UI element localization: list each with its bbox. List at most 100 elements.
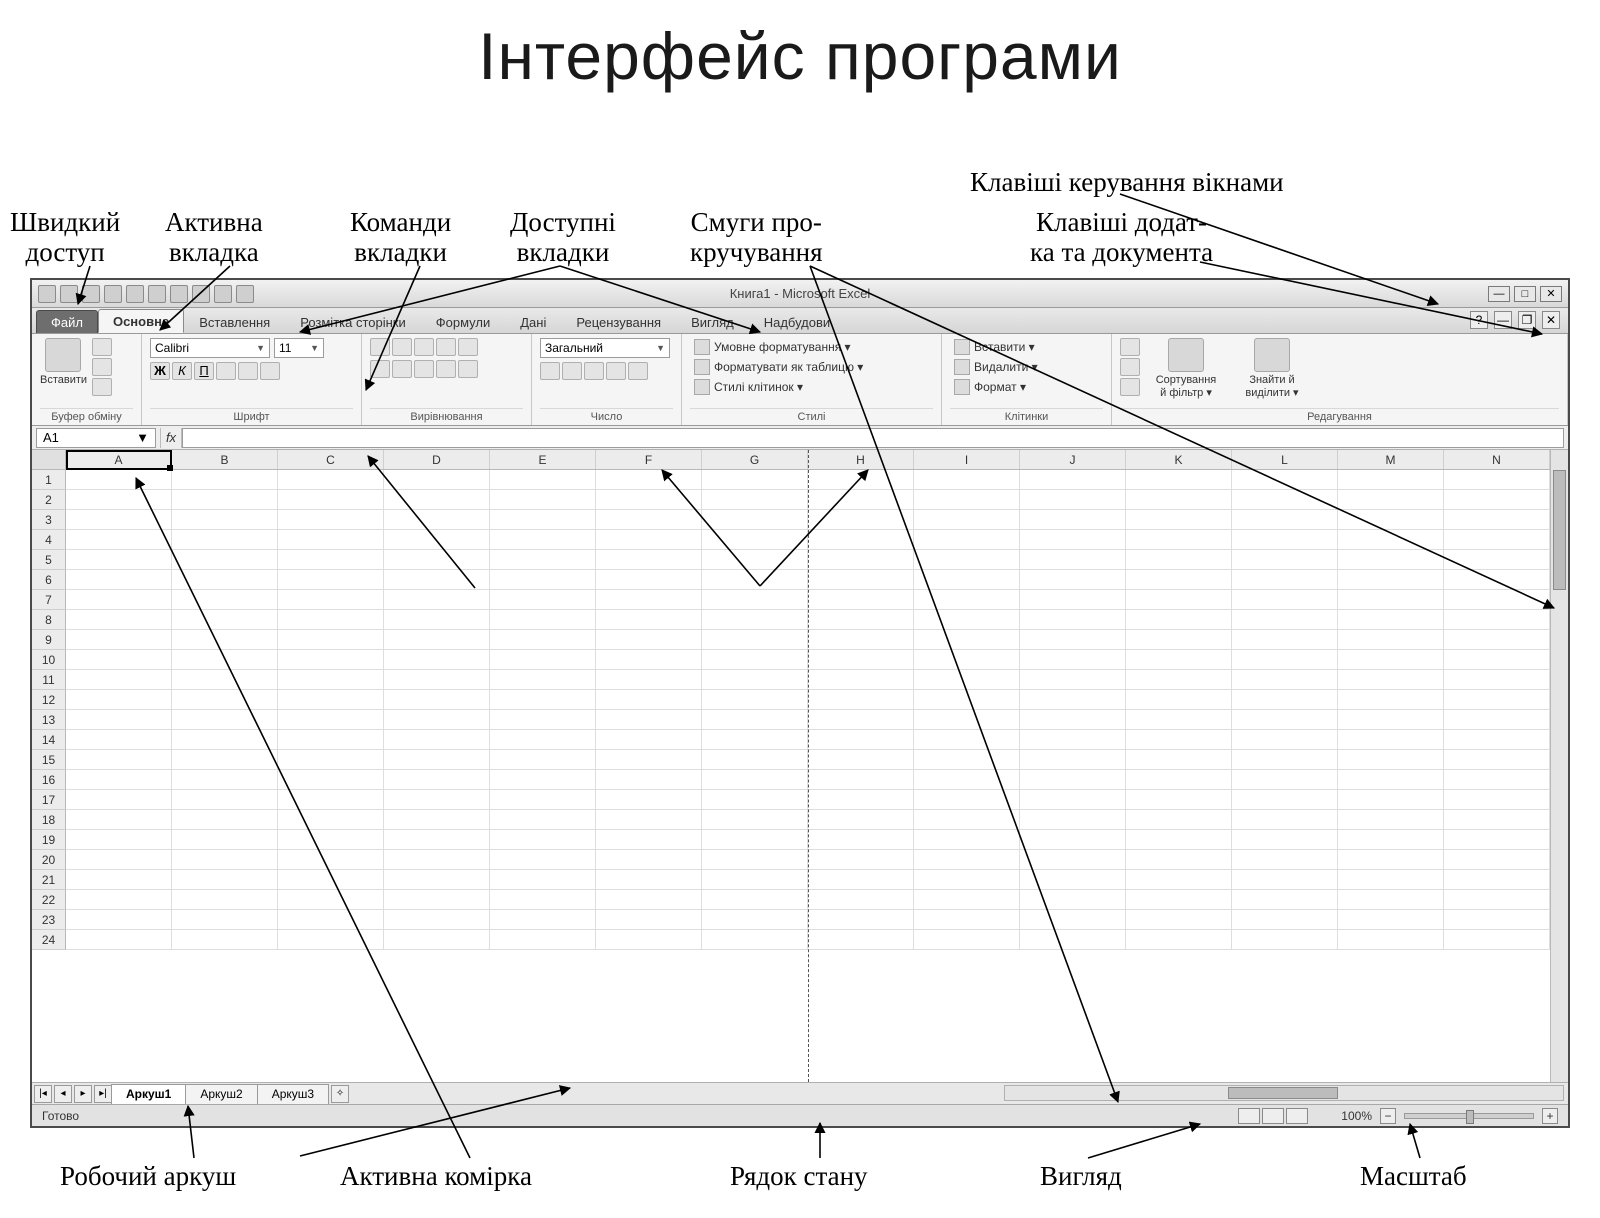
cell[interactable] (1444, 630, 1550, 650)
row-header[interactable]: 13 (32, 710, 66, 730)
align-btn[interactable] (370, 338, 390, 356)
cell[interactable] (808, 590, 914, 610)
cell[interactable] (1444, 710, 1550, 730)
row-header[interactable]: 20 (32, 850, 66, 870)
row-header[interactable]: 16 (32, 770, 66, 790)
cell[interactable] (808, 550, 914, 570)
clear-button[interactable] (1120, 378, 1140, 396)
cell[interactable] (66, 710, 172, 730)
cell[interactable] (66, 610, 172, 630)
cell[interactable] (1444, 790, 1550, 810)
cell[interactable] (1020, 770, 1126, 790)
doc-minimize-button[interactable]: — (1494, 311, 1512, 329)
cell[interactable] (914, 930, 1020, 950)
cut-button[interactable] (92, 338, 112, 356)
qat-icon[interactable] (38, 285, 56, 303)
cell[interactable] (384, 590, 490, 610)
align-btn[interactable] (436, 360, 456, 378)
conditional-formatting-button[interactable]: Умовне форматування ▾ (690, 338, 855, 356)
cell[interactable] (172, 710, 278, 730)
cell[interactable] (66, 890, 172, 910)
cell[interactable] (66, 730, 172, 750)
tab-home[interactable]: Основне (98, 309, 184, 333)
cell[interactable] (1020, 830, 1126, 850)
cell[interactable] (808, 650, 914, 670)
cell[interactable] (66, 470, 172, 490)
cell[interactable] (1126, 470, 1232, 490)
cell[interactable] (596, 490, 702, 510)
cell[interactable] (1020, 590, 1126, 610)
cell[interactable] (596, 890, 702, 910)
cell[interactable] (1338, 630, 1444, 650)
cell[interactable] (66, 590, 172, 610)
cell[interactable] (1020, 870, 1126, 890)
cell[interactable] (490, 530, 596, 550)
cell[interactable] (1444, 670, 1550, 690)
cell[interactable] (1444, 650, 1550, 670)
fill-color-button[interactable] (238, 362, 258, 380)
row-header[interactable]: 4 (32, 530, 66, 550)
cell[interactable] (596, 710, 702, 730)
cell[interactable] (172, 490, 278, 510)
cell[interactable] (1126, 730, 1232, 750)
cell[interactable] (1338, 790, 1444, 810)
find-select-button[interactable]: Знайти й виділити ▾ (1232, 338, 1312, 399)
cell[interactable] (1444, 890, 1550, 910)
cell[interactable] (914, 530, 1020, 550)
row-header[interactable]: 10 (32, 650, 66, 670)
cell[interactable] (278, 750, 384, 770)
italic-button[interactable]: К (172, 362, 192, 380)
bold-button[interactable]: Ж (150, 362, 170, 380)
cell[interactable] (1444, 810, 1550, 830)
format-as-table-button[interactable]: Форматувати як таблицю ▾ (690, 358, 867, 376)
cell[interactable] (596, 610, 702, 630)
cell[interactable] (1126, 590, 1232, 610)
cell[interactable] (1126, 530, 1232, 550)
cell[interactable] (1126, 630, 1232, 650)
cell[interactable] (914, 890, 1020, 910)
cell[interactable] (490, 490, 596, 510)
cell[interactable] (596, 530, 702, 550)
sheet-tab[interactable]: Аркуш2 (185, 1084, 257, 1104)
cell[interactable] (702, 830, 808, 850)
num-btn[interactable] (606, 362, 626, 380)
qat-icon[interactable] (126, 285, 144, 303)
cell[interactable] (1338, 910, 1444, 930)
cell[interactable] (278, 570, 384, 590)
row-header[interactable]: 3 (32, 510, 66, 530)
qat-icon[interactable] (148, 285, 166, 303)
cell[interactable] (596, 570, 702, 590)
cell[interactable] (384, 610, 490, 630)
cell[interactable] (1020, 710, 1126, 730)
cell[interactable] (172, 790, 278, 810)
cell[interactable] (914, 550, 1020, 570)
cell[interactable] (1338, 610, 1444, 630)
cell[interactable] (1126, 650, 1232, 670)
cell[interactable] (1232, 570, 1338, 590)
cell[interactable] (66, 770, 172, 790)
column-header[interactable]: J (1020, 450, 1126, 469)
cell[interactable] (914, 650, 1020, 670)
tab-layout[interactable]: Розмітка сторінки (285, 310, 421, 333)
cell[interactable] (1232, 650, 1338, 670)
formula-input[interactable] (182, 428, 1564, 448)
cell[interactable] (1126, 910, 1232, 930)
cell[interactable] (1020, 850, 1126, 870)
cell[interactable] (808, 490, 914, 510)
cell[interactable] (1338, 690, 1444, 710)
cell[interactable] (384, 850, 490, 870)
cell[interactable] (1126, 490, 1232, 510)
select-all-corner[interactable] (32, 450, 66, 469)
tab-view[interactable]: Вигляд (676, 310, 749, 333)
scroll-thumb[interactable] (1228, 1087, 1338, 1099)
cell[interactable] (914, 470, 1020, 490)
cell[interactable] (1126, 510, 1232, 530)
cell[interactable] (914, 570, 1020, 590)
cell[interactable] (1126, 550, 1232, 570)
cell[interactable] (384, 810, 490, 830)
cell[interactable] (702, 670, 808, 690)
cell[interactable] (808, 610, 914, 630)
cell[interactable] (808, 690, 914, 710)
new-sheet-button[interactable]: ✧ (331, 1085, 349, 1103)
cell[interactable] (66, 910, 172, 930)
